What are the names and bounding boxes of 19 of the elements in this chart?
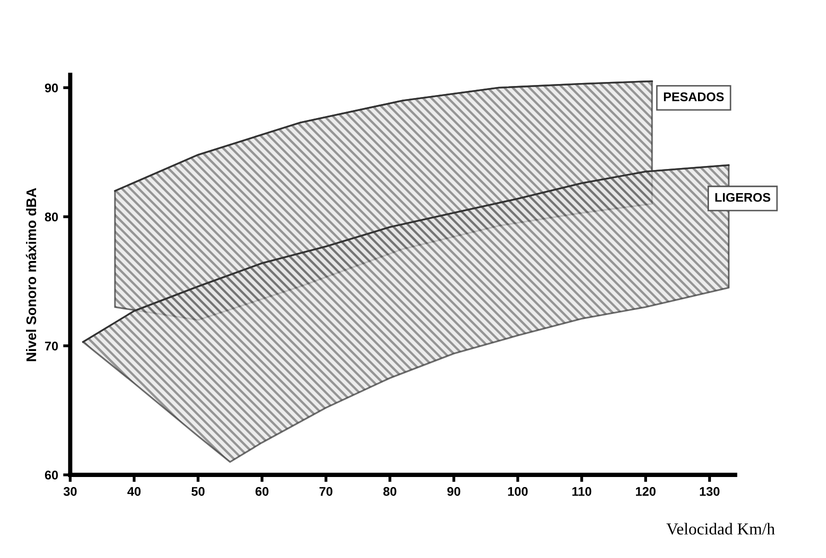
x-tick-label: 130: [700, 486, 720, 496]
x-tick-label: 30: [64, 486, 77, 496]
y-tick-label: 70: [45, 342, 58, 350]
text: LIGEROS: [715, 192, 770, 202]
y-tick-label: 80: [44, 212, 58, 222]
y-axis-title: Nivel Sonoro máximo dBA: [26, 188, 36, 362]
x-tick-label: 80: [383, 486, 396, 496]
x-tick-label: 60: [256, 486, 268, 496]
x-tick-label: 120: [636, 486, 656, 496]
x-tick-label: 90: [447, 486, 460, 496]
x-tick-label: 70: [320, 486, 332, 496]
series-label: PESADOS: [664, 92, 724, 102]
y-tick-label: 90: [44, 83, 58, 92]
x-tick-label: 100: [508, 486, 528, 496]
y-tick-label: 60: [44, 470, 58, 480]
x-tick-label: 50: [192, 486, 205, 496]
x-tick-label: 110: [572, 486, 592, 496]
x-axis-title: Velocidad Km/h: [666, 522, 775, 535]
x-tick-label: 40: [127, 486, 141, 496]
